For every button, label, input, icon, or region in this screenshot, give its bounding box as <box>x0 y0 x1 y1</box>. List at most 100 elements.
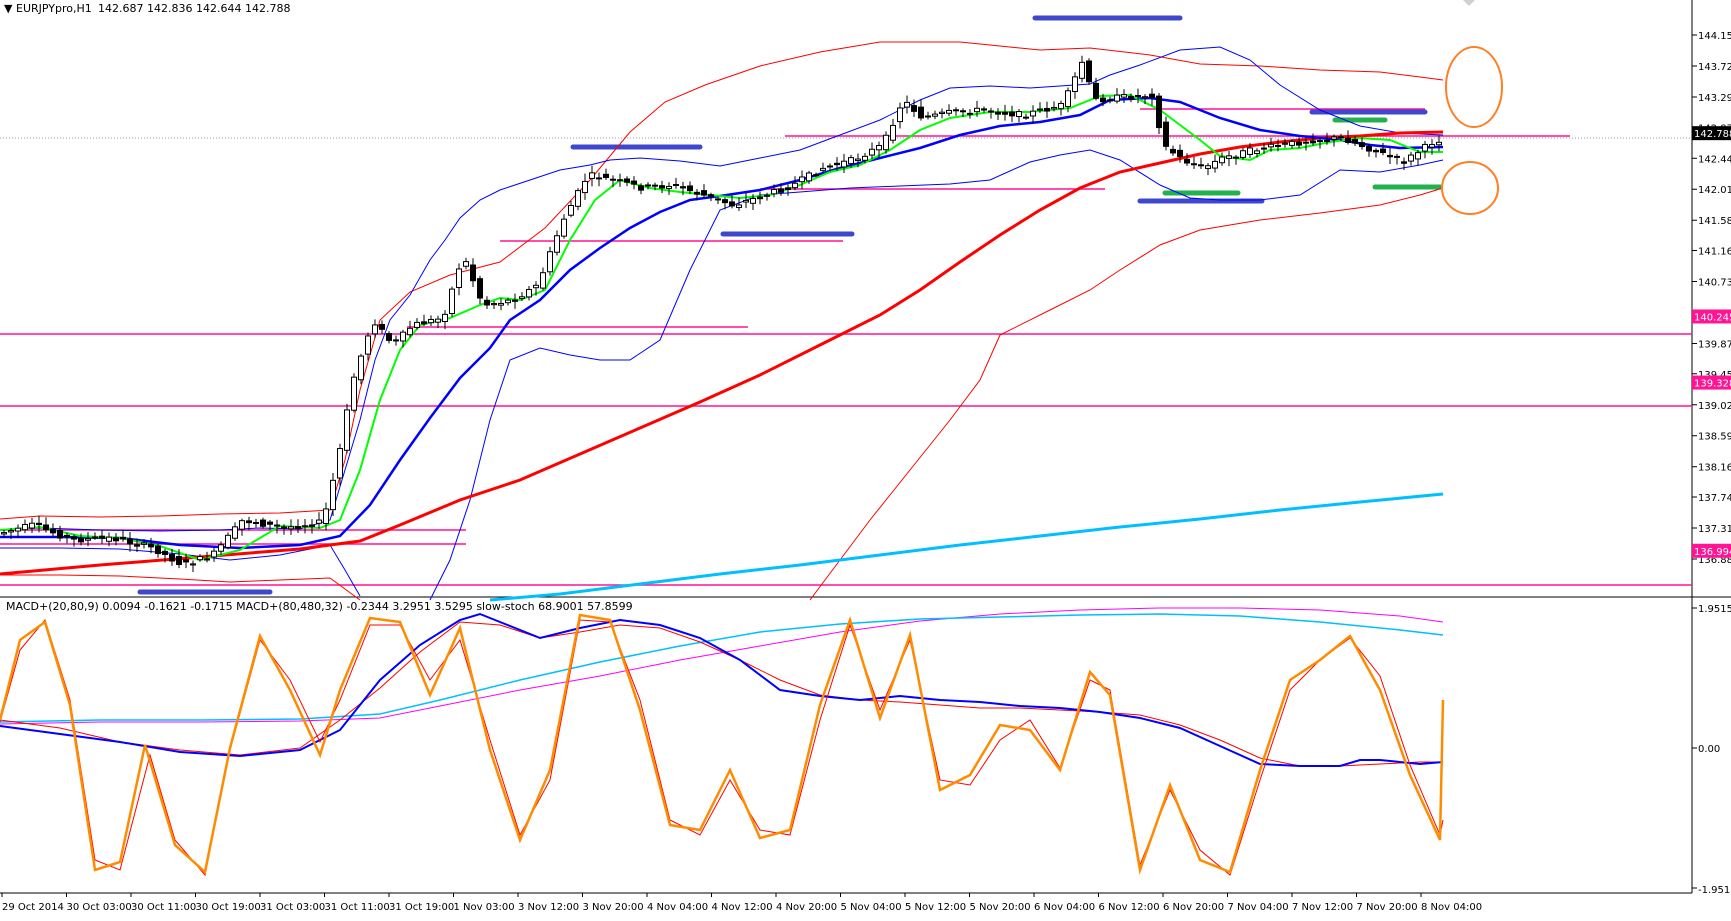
candle <box>806 170 812 184</box>
time-axis-label: 7 Nov 20:00 <box>1357 902 1418 913</box>
price-axis-tick: 136.880 <box>1698 555 1731 566</box>
time-axis-label: 6 Nov 04:00 <box>1034 902 1095 913</box>
candle <box>330 473 336 516</box>
candle <box>1366 143 1372 157</box>
candle <box>757 191 763 205</box>
indicator-axis-tick: -1.9515 <box>1698 885 1731 896</box>
candle <box>169 549 175 566</box>
candle <box>183 553 189 569</box>
candle <box>1016 108 1022 123</box>
candle <box>512 293 518 309</box>
time-axis-label: 29 Oct 2014 <box>2 902 64 913</box>
candle <box>428 315 434 327</box>
menu-chevron-icon[interactable]: ▼ <box>4 2 13 15</box>
chart-header: ▼ EURJPYpro,H1 142.687 142.836 142.644 1… <box>4 2 290 15</box>
candle <box>603 168 609 180</box>
candle <box>610 175 616 188</box>
candle <box>540 267 546 291</box>
price-axis-tick: 139.450 <box>1698 370 1731 381</box>
candle <box>855 153 861 168</box>
price-axis-tick: 142.010 <box>1698 185 1731 196</box>
candle <box>127 531 133 552</box>
time-axis-label: 30 Oct 11:00 <box>131 902 196 913</box>
candle <box>715 196 721 204</box>
candle <box>1289 139 1295 149</box>
candle <box>785 184 791 196</box>
candle <box>1156 93 1162 135</box>
candle <box>1149 88 1155 106</box>
candle <box>946 104 952 117</box>
time-axis-label: 8 Nov 04:00 <box>1421 902 1482 913</box>
candle <box>834 157 840 171</box>
candle <box>449 286 455 317</box>
candle <box>8 528 14 540</box>
chart-shift-marker-icon[interactable] <box>1463 0 1475 6</box>
price-axis-tick: 140.730 <box>1698 278 1731 289</box>
time-axis: 29 Oct 2014 30 Oct 03:00 30 Oct 11:00 30 Oc… <box>1 893 1482 913</box>
candle <box>519 292 525 302</box>
candle <box>1415 149 1421 166</box>
candle <box>372 319 378 339</box>
ohlc-readout: 142.687 142.836 142.644 142.788 <box>98 2 290 15</box>
price-badges: 142.788 140.245 139.328 136.994 <box>1692 126 1731 558</box>
candle <box>1436 135 1442 152</box>
candle <box>988 107 994 119</box>
candle <box>1345 130 1351 145</box>
candle <box>1219 152 1225 166</box>
candle <box>1268 137 1274 152</box>
candle <box>694 189 700 201</box>
candle <box>71 534 77 547</box>
candle <box>1261 142 1267 154</box>
candle <box>1065 87 1071 113</box>
candle <box>904 95 910 114</box>
candle <box>358 353 364 385</box>
indicator-axis: 1.9515 0.00 -1.9515 <box>1692 604 1731 896</box>
candle <box>883 131 889 154</box>
candle <box>645 182 651 190</box>
candle <box>78 533 84 546</box>
candle <box>281 524 287 535</box>
candle <box>1408 151 1414 166</box>
price-axis-tick: 144.150 <box>1698 31 1731 42</box>
candle <box>1338 133 1344 142</box>
candle <box>155 544 161 558</box>
candle <box>323 502 329 531</box>
ma-long-line <box>489 492 1444 602</box>
time-axis-label: 7 Nov 12:00 <box>1292 902 1353 913</box>
price-axis-tick: 138.160 <box>1698 463 1731 474</box>
candle <box>960 108 966 118</box>
candle <box>85 532 91 547</box>
candle <box>750 194 756 211</box>
price-badge <box>1692 309 1731 324</box>
candle <box>1163 116 1169 151</box>
candle <box>1086 58 1092 85</box>
candle <box>1226 151 1232 167</box>
price-badge-label: 139.328 <box>1694 379 1731 390</box>
price-badge-label: 142.788 <box>1694 129 1731 140</box>
indicator-axis-tick: 1.9515 <box>1698 604 1731 615</box>
candle <box>533 281 539 296</box>
time-axis-label: 31 Oct 19:00 <box>389 902 454 913</box>
candle <box>344 403 350 454</box>
candle <box>498 298 504 311</box>
price-badge-label: 140.245 <box>1694 312 1731 323</box>
candle <box>953 107 959 116</box>
candle <box>582 173 588 200</box>
time-axis-label: 4 Nov 20:00 <box>776 902 837 913</box>
candle <box>596 172 602 187</box>
time-axis-label: 31 Oct 11:00 <box>325 902 390 913</box>
candle <box>771 184 777 198</box>
candle <box>659 180 665 194</box>
candle <box>918 99 924 121</box>
candle <box>1275 139 1281 152</box>
time-axis-label: 7 Nov 04:00 <box>1228 902 1289 913</box>
time-axis-label: 6 Nov 12:00 <box>1099 902 1160 913</box>
candle <box>1205 163 1211 176</box>
time-axis-label: 5 Nov 20:00 <box>970 902 1031 913</box>
candle <box>1072 72 1078 99</box>
green-zone-markers <box>1162 117 1443 196</box>
candle <box>967 108 973 119</box>
price-axis-tick: 141.160 <box>1698 247 1731 258</box>
price-axis: 144.150143.720143.290142.870142.440142.0… <box>1692 31 1731 566</box>
